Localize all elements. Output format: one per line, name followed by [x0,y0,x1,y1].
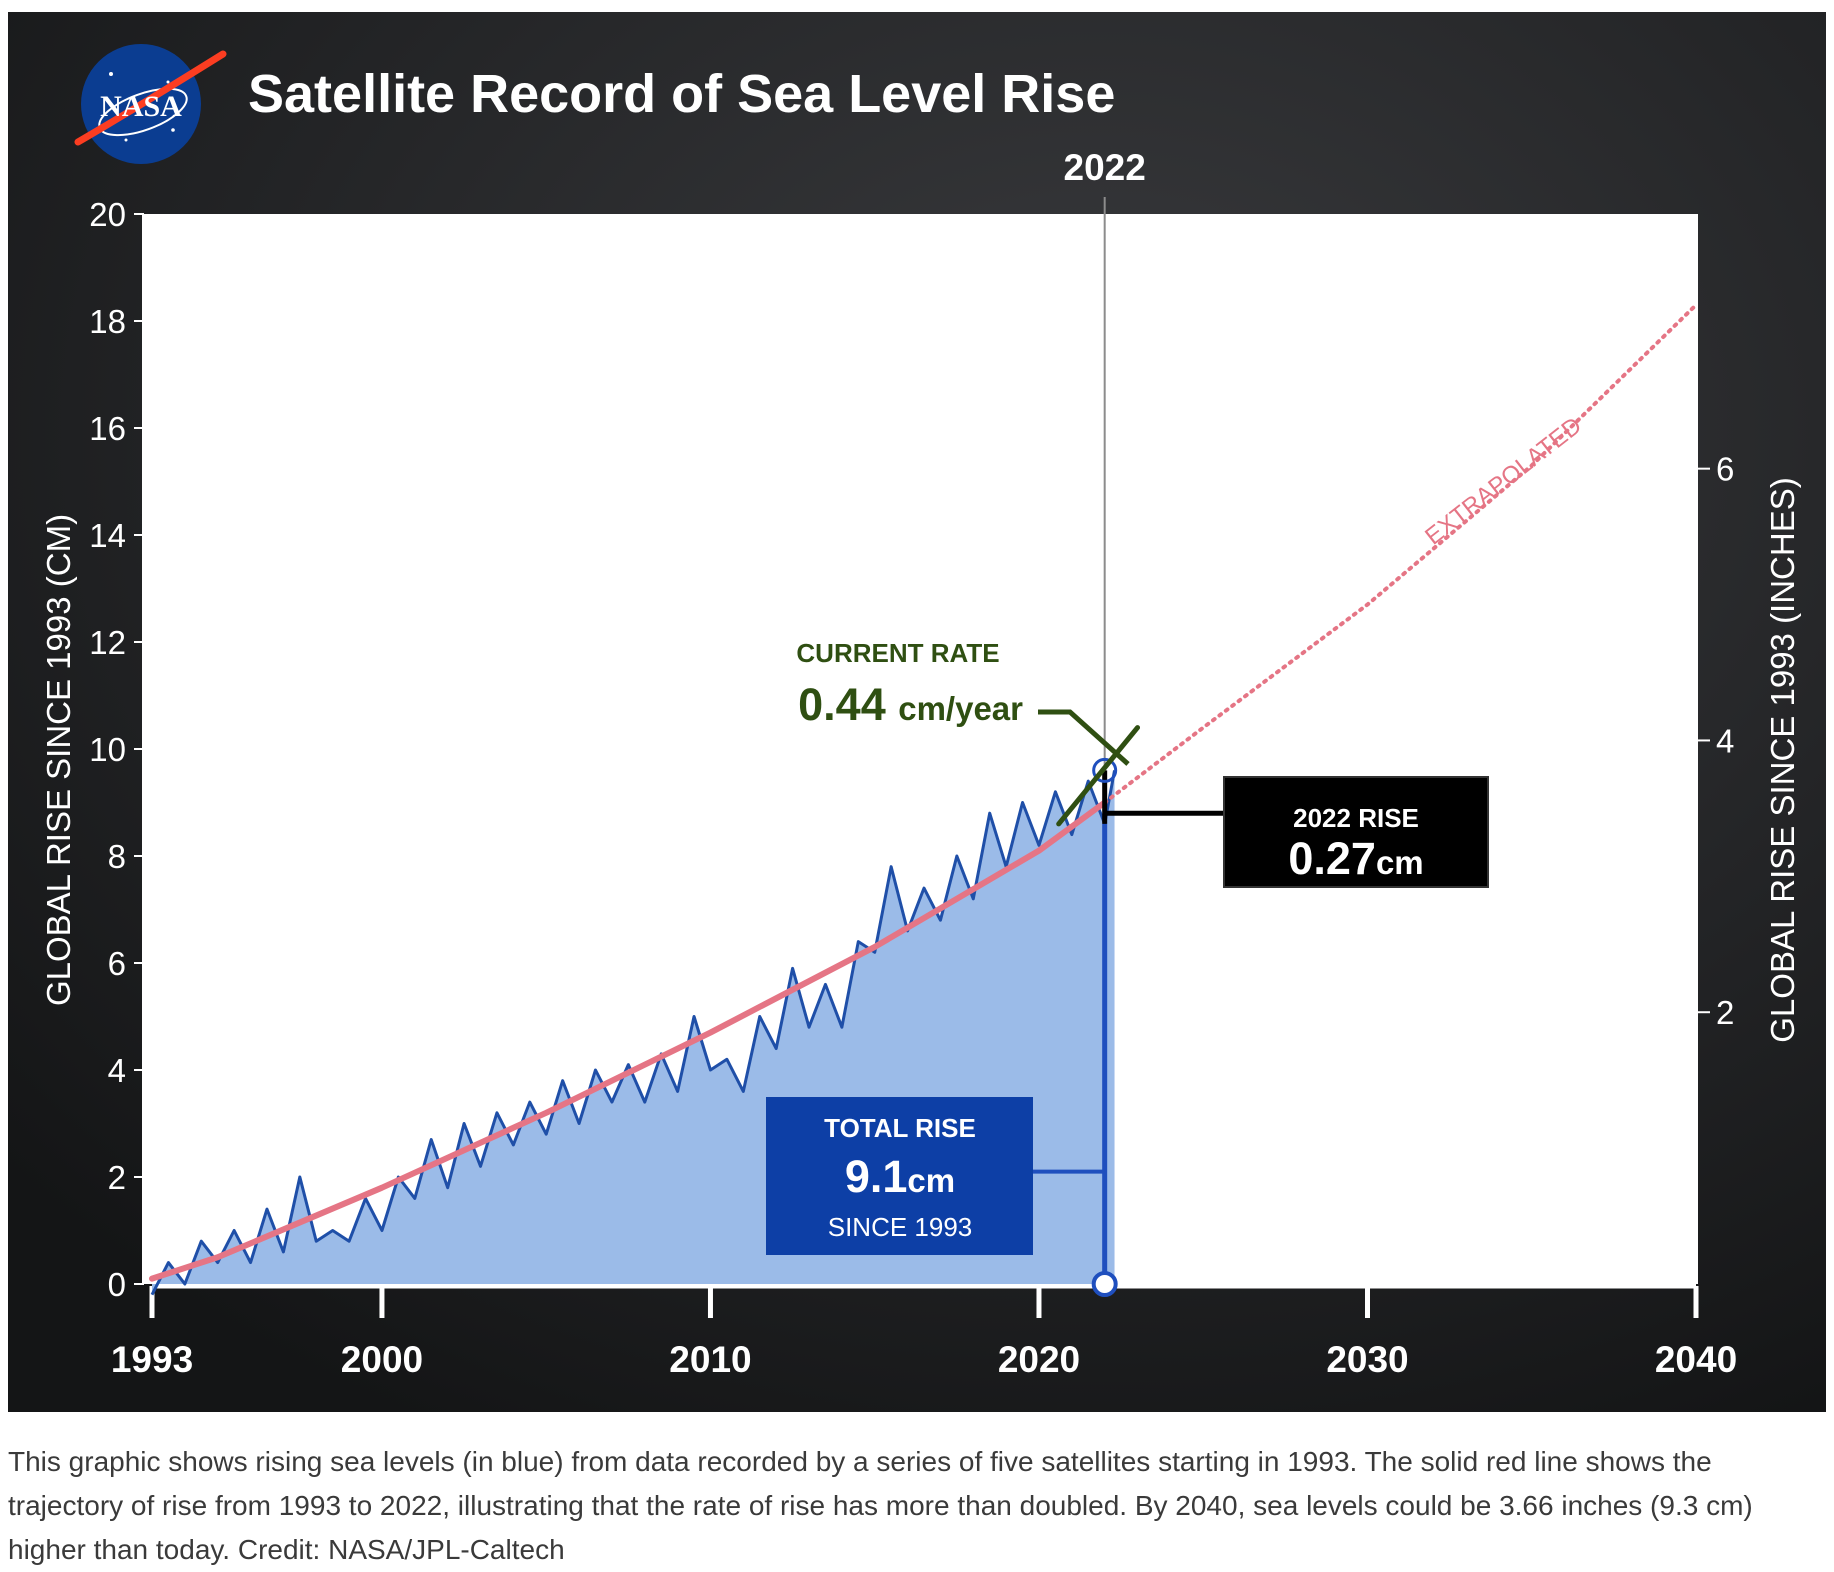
y-tick-label: 4 [108,1052,126,1089]
chart-svg: NASA Satellite Record of Sea Level Rise … [8,12,1826,1412]
measured-line [150,770,1117,1296]
y-tick-label: 20 [89,196,126,233]
y-tick-label: 12 [89,624,126,661]
trend-line [149,799,1108,1282]
x-axis: 1993 2000 2010 2020 2030 2040 [111,1283,1737,1380]
current-rate-unit: cm/year [898,690,1023,727]
current-rate-heading: CURRENT RATE [796,638,999,668]
total-rise-start-marker [1091,1271,1118,1297]
total-rise-box [766,1097,1033,1255]
rise-2022-value: 0.27 [1288,833,1376,884]
chart-figure: NASA Satellite Record of Sea Level Rise … [8,12,1826,1412]
chart-title: Satellite Record of Sea Level Rise [248,64,1115,124]
total-rise-value-text: 9.1cm [845,1151,955,1202]
y-tick-label: 6 [108,945,126,982]
y-tick-label: 18 [89,303,126,340]
current-point-marker [1092,757,1118,783]
nasa-logo: NASA [74,44,227,164]
nasa-logo-text: NASA [100,90,182,123]
y-tick-label: 2 [108,1159,126,1196]
x-tick-label: 2000 [341,1339,423,1380]
current-rate-slope [1056,725,1141,827]
y-tick-label: 0 [108,1266,126,1303]
y-axis-label-left: GLOBAL RISE SINCE 1993 (CM) [40,514,77,1006]
total-rise-value: 9.1 [845,1151,908,1202]
y-right-tick-label: 4 [1716,722,1734,759]
y-axis-left: 0 2 4 6 8 10 12 14 16 18 20 [89,196,144,1303]
x-tick-label: 2040 [1655,1339,1737,1380]
current-rate-value: 0.44 [798,679,898,730]
y-right-tick-label: 2 [1716,994,1734,1031]
rise-2022-heading: 2022 RISE [1293,803,1419,833]
total-rise-subheading: SINCE 1993 [828,1212,973,1242]
rise-2022-unit: cm [1376,844,1424,881]
total-rise-heading: TOTAL RISE [824,1113,976,1143]
current-rate-value-text: 0.44 cm/year [798,679,1023,730]
y-tick-label: 10 [89,731,126,768]
x-tick-label: 2020 [998,1339,1080,1380]
y-tick-label: 16 [89,410,126,447]
y-tick-label: 8 [108,838,126,875]
figure-caption: This graphic shows rising sea levels (in… [8,1446,1753,1565]
x-tick-label: 1993 [111,1339,193,1380]
x-tick-label: 2030 [1326,1339,1408,1380]
y-axis-label-right: GLOBAL RISE SINCE 1993 (INCHES) [1764,477,1801,1042]
y-axis-right: 2 4 6 [1698,451,1734,1031]
extrapolated-line [1102,302,1698,805]
total-rise-unit: cm [907,1162,955,1199]
current-rate-leader [1038,709,1130,766]
rise-2022-value-text: 0.27cm [1288,833,1423,884]
marker-year-label: 2022 [1064,147,1146,188]
rise-2022-box [1223,776,1489,888]
annotation-layer: 2022 CURRENT RATE 0.44 cm/year 2022 RISE0.2… [766,147,1489,1297]
y-right-tick-label: 6 [1716,451,1734,488]
y-tick-label: 14 [89,517,126,554]
x-tick-label: 2010 [669,1339,751,1380]
